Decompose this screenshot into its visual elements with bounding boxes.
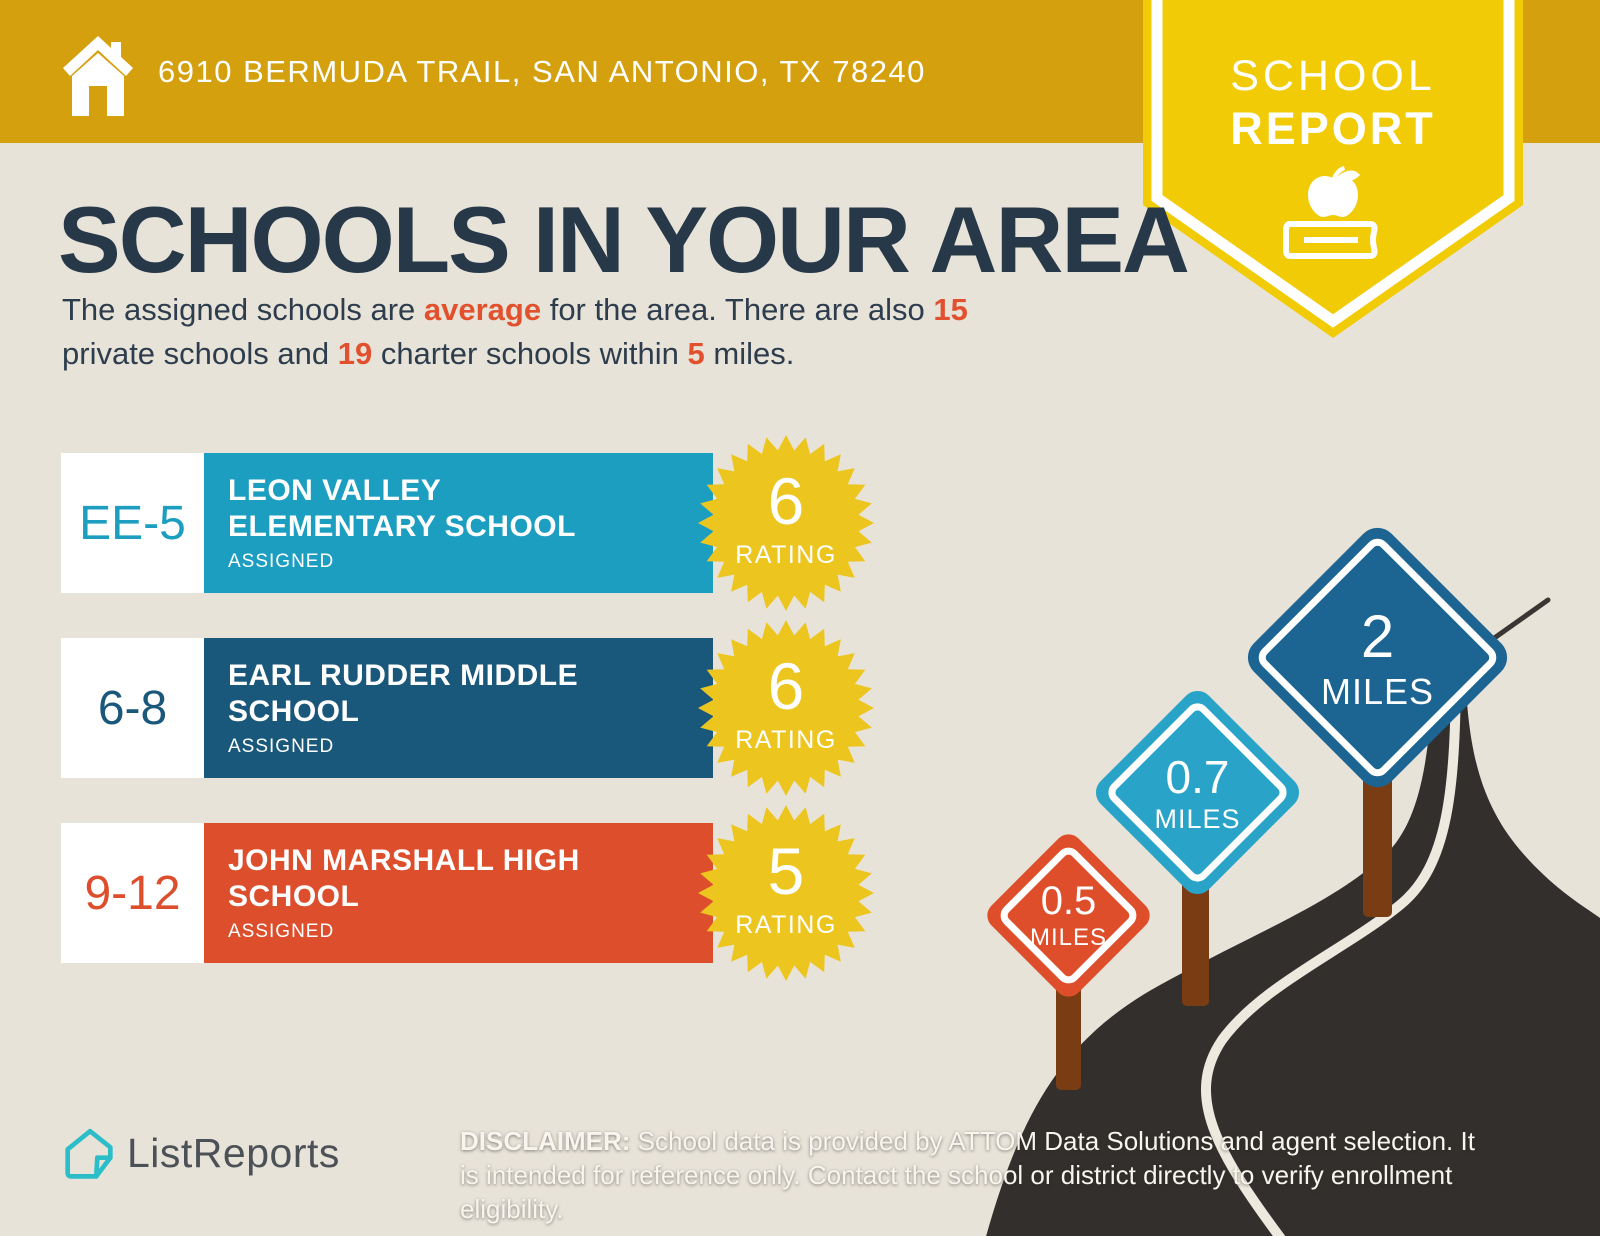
assigned-label: ASSIGNED [228, 921, 335, 942]
school-name: LEON VALLEY ELEMENTARY SCHOOL [228, 474, 576, 543]
disclaimer: DISCLAIMER: School data is provided by A… [460, 1124, 1490, 1226]
disclaimer-text: School data is provided by ATTOM Data So… [460, 1126, 1475, 1224]
sign-post [1056, 985, 1081, 1090]
intro-seg5: miles. [704, 336, 795, 371]
school-name: EARL RUDDER MIDDLE SCHOOL [228, 659, 579, 728]
distance-value: 0.5 [1040, 879, 1097, 923]
intro-seg4: charter schools within [372, 336, 688, 371]
listreports-house-icon [65, 1128, 113, 1179]
intro-highlight-average: average [423, 292, 542, 327]
brand-name: ListReports [127, 1129, 340, 1176]
school-bar: EARL RUDDER MIDDLE SCHOOL ASSIGNED [204, 638, 713, 778]
rating-label: RATING [735, 911, 837, 939]
grade-range: 9-12 [61, 823, 204, 963]
distance-sign-0-7-miles: 0.7 MILES [1089, 684, 1306, 901]
distance-unit: MILES [1154, 804, 1241, 834]
rating-badge: 6 RATING [698, 620, 874, 796]
intro-seg3: private schools and [62, 336, 338, 371]
disclaimer-label: DISCLAIMER: [460, 1126, 631, 1156]
intro-highlight-charter-count: 19 [337, 336, 373, 371]
starburst-icon [698, 435, 874, 611]
rating-label: RATING [735, 726, 837, 754]
school-row-elementary: EE-5 LEON VALLEY ELEMENTARY SCHOOL ASSIGN… [61, 435, 874, 611]
rating-badge: 6 RATING [698, 435, 874, 611]
ribbon-outline [1151, 0, 1515, 328]
rating-value: 6 [767, 649, 805, 723]
sign-post [1182, 878, 1209, 1006]
intro-highlight-private-count: 15 [933, 292, 968, 327]
distance-unit: MILES [1320, 671, 1435, 712]
school-row-middle: 6-8 EARL RUDDER MIDDLE SCHOOL ASSIGNED 6 … [61, 620, 874, 796]
school-bar: JOHN MARSHALL HIGH SCHOOL ASSIGNED [204, 823, 713, 963]
listreports-logo: ListReports [63, 1124, 340, 1182]
page-title: SCHOOLS IN YOUR AREA [58, 187, 1190, 292]
school-report-ribbon [1143, 0, 1523, 338]
distance-value: 2 [1360, 603, 1395, 670]
distance-value: 0.7 [1165, 751, 1230, 803]
apple-book-icon [1283, 166, 1378, 259]
intro-highlight-radius: 5 [687, 336, 705, 371]
badge-word-school: SCHOOL [1230, 52, 1436, 100]
home-icon [63, 36, 133, 116]
assigned-label: ASSIGNED [228, 551, 335, 572]
rating-label: RATING [735, 541, 837, 569]
school-row-high: 9-12 JOHN MARSHALL HIGH SCHOOL ASSIGNED 5… [61, 805, 874, 981]
intro-paragraph: The assigned schools are average for the… [62, 288, 1122, 376]
distance-sign-2-miles: 2 MILES [1239, 519, 1516, 796]
intro-seg2: for the area. There are also [541, 292, 934, 327]
property-address: 6910 BERMUDA TRAIL, SAN ANTONIO, TX 7824… [158, 53, 926, 89]
assigned-label: ASSIGNED [228, 736, 335, 757]
report-badge-text: SCHOOL REPORT [1143, 0, 1523, 155]
road-center-line [1201, 674, 1461, 1236]
intro-seg1: The assigned schools are [62, 292, 424, 327]
rating-value: 6 [767, 464, 805, 538]
school-bar: LEON VALLEY ELEMENTARY SCHOOL ASSIGNED [204, 453, 713, 593]
badge-word-report: REPORT [1230, 103, 1436, 154]
distance-unit: MILES [1029, 924, 1108, 951]
rating-value: 5 [767, 834, 805, 908]
grade-range: 6-8 [61, 638, 204, 778]
school-name: JOHN MARSHALL HIGH SCHOOL [228, 844, 580, 913]
starburst-icon [698, 620, 874, 796]
starburst-icon [698, 805, 874, 981]
rating-badge: 5 RATING [698, 805, 874, 981]
grade-range: EE-5 [61, 453, 204, 593]
sign-post [1363, 775, 1392, 917]
